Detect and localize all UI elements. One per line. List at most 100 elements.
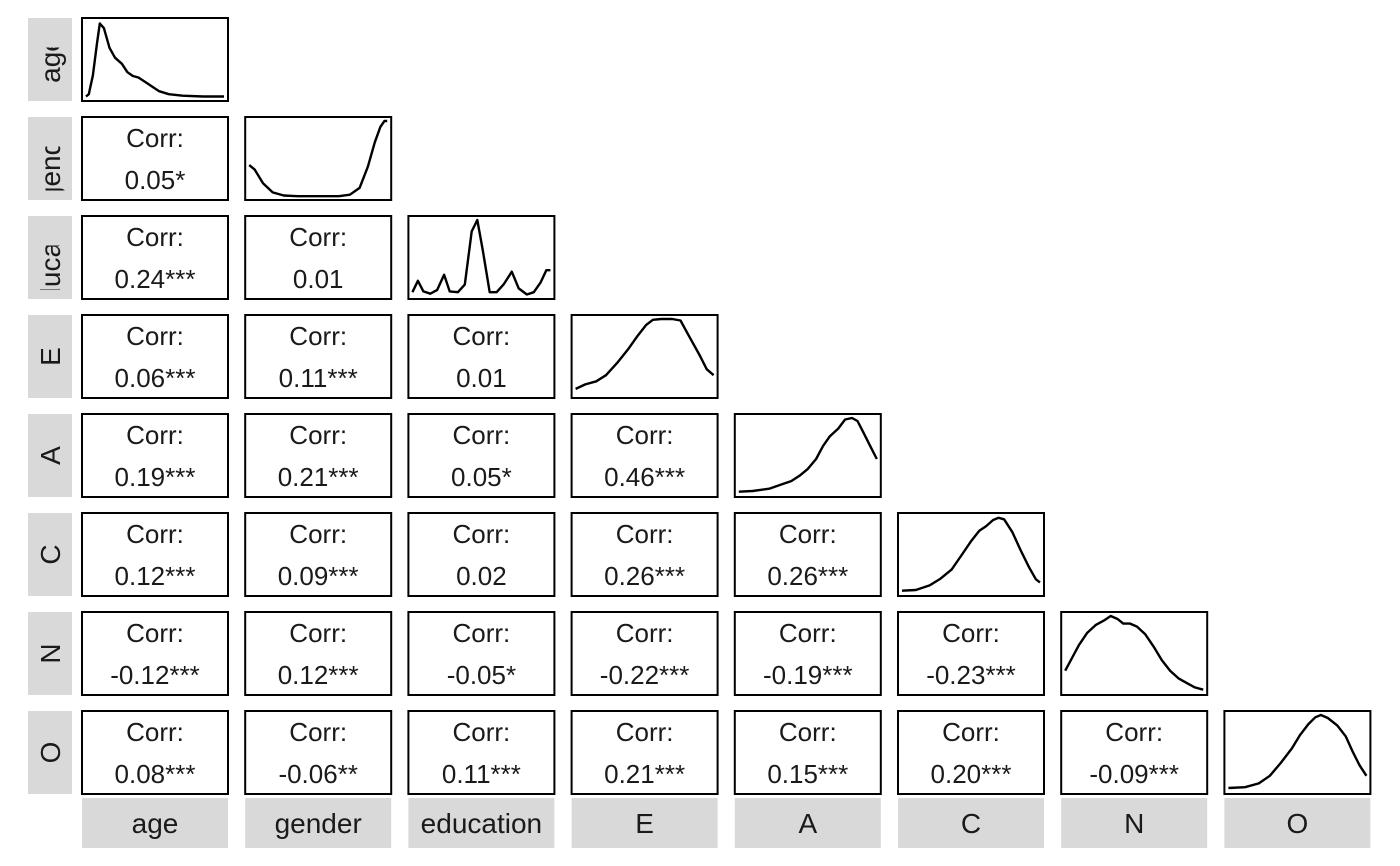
corr-label: Corr: — [289, 222, 347, 252]
density-cell-a — [733, 413, 882, 498]
corr-cell-c-age: Corr: 0.12*** — [81, 512, 229, 597]
corr-label: Corr: — [289, 519, 347, 549]
corr-value: 0.11*** — [442, 759, 521, 789]
row-strip-education: education — [28, 197, 72, 318]
corr-label: Corr: — [942, 717, 1000, 747]
corr-cell-e-age: Corr: 0.06*** — [81, 314, 229, 399]
row-strip-label: O — [35, 742, 66, 764]
corr-cell-c-e: Corr: 0.26*** — [570, 512, 719, 597]
density-cell-o — [1223, 710, 1372, 795]
col-strip-n: N — [1061, 798, 1208, 848]
corr-cell-n-e: Corr: -0.22*** — [570, 611, 719, 696]
density-curve — [85, 22, 224, 98]
corr-cell-c-education: Corr: 0.02 — [407, 512, 556, 597]
corr-cell-n-a: Corr: -0.19*** — [733, 611, 882, 696]
corr-cell-a-gender: Corr: 0.21*** — [244, 413, 393, 498]
corr-cell-education-gender: Corr: 0.01 — [244, 215, 393, 300]
corr-value: -0.05* — [447, 660, 516, 690]
col-strip-label: A — [798, 808, 817, 839]
corr-cell-gender-age: Corr: 0.05* — [81, 116, 229, 201]
col-strip-label: N — [1124, 808, 1144, 839]
row-strip-gender: gender — [28, 117, 72, 200]
density-curve — [1064, 614, 1204, 691]
density-curve — [1228, 713, 1368, 790]
col-strip-label: C — [961, 808, 981, 839]
col-strip-a: A — [734, 798, 881, 848]
corr-cell-o-e: Corr: 0.21*** — [570, 710, 719, 795]
col-strip-label: gender — [275, 808, 362, 839]
corr-label: Corr: — [126, 123, 184, 153]
corr-cell-o-education: Corr: 0.11*** — [407, 710, 556, 795]
corr-value: 0.19*** — [115, 462, 196, 492]
col-strip-label: age — [132, 808, 179, 839]
col-strip-o: O — [1224, 798, 1371, 848]
corr-label: Corr: — [779, 519, 837, 549]
corr-cell-o-age: Corr: 0.08*** — [81, 710, 229, 795]
row-strip-label: E — [35, 347, 66, 366]
row-strip-label: C — [35, 544, 66, 564]
row-strip-label: N — [35, 643, 66, 663]
corr-cell-n-c: Corr: -0.23*** — [897, 611, 1045, 696]
corr-value: 0.08*** — [115, 759, 196, 789]
corr-label: Corr: — [616, 519, 674, 549]
density-curve — [901, 516, 1041, 592]
row-strip-n: N — [28, 612, 72, 695]
density-cell-e — [570, 314, 719, 399]
corr-value: 0.01 — [293, 264, 344, 294]
density-cell-n — [1060, 611, 1209, 696]
corr-label: Corr: — [289, 420, 347, 450]
corr-value: 0.02 — [456, 561, 507, 591]
corr-value: 0.26*** — [604, 561, 685, 591]
row-strip-o: O — [28, 711, 72, 794]
row-strip-label: education — [35, 197, 66, 318]
density-cell-education — [407, 215, 556, 300]
corr-label: Corr: — [616, 618, 674, 648]
corr-label: Corr: — [126, 222, 184, 252]
corr-label: Corr: — [126, 618, 184, 648]
corr-label: Corr: — [616, 420, 674, 450]
corr-cell-education-age: Corr: 0.24*** — [81, 215, 229, 300]
corr-value: -0.12*** — [110, 660, 200, 690]
corr-value: 0.24*** — [115, 264, 196, 294]
corr-value: -0.09*** — [1089, 759, 1179, 789]
corr-cell-c-a: Corr: 0.26*** — [733, 512, 882, 597]
corr-label: Corr: — [453, 420, 511, 450]
col-strip-label: education — [421, 808, 542, 839]
corr-value: -0.23*** — [926, 660, 1016, 690]
corr-cell-o-gender: Corr: -0.06** — [244, 710, 393, 795]
corr-cell-o-c: Corr: 0.20*** — [897, 710, 1045, 795]
corr-label: Corr: — [126, 519, 184, 549]
row-strip-label: A — [35, 446, 66, 465]
corr-label: Corr: — [126, 717, 184, 747]
col-strip-c: C — [898, 798, 1044, 848]
col-strip-education: education — [408, 798, 555, 848]
row-strip-e: E — [28, 315, 72, 398]
corr-value: 0.12*** — [278, 660, 359, 690]
row-strip-a: A — [28, 414, 72, 497]
density-curve — [248, 119, 388, 198]
row-strip-label: age — [35, 36, 66, 83]
corr-cell-n-education: Corr: -0.05* — [407, 611, 556, 696]
col-strip-label: E — [635, 808, 654, 839]
corr-label: Corr: — [616, 717, 674, 747]
density-curve — [411, 218, 551, 296]
corr-label: Corr: — [1105, 717, 1163, 747]
corr-cell-c-gender: Corr: 0.09*** — [244, 512, 393, 597]
col-strip-age: age — [82, 798, 228, 848]
corr-cell-o-a: Corr: 0.15*** — [733, 710, 882, 795]
corr-cell-n-age: Corr: -0.12*** — [81, 611, 229, 696]
corr-value: 0.15*** — [767, 759, 848, 789]
corr-label: Corr: — [126, 420, 184, 450]
row-strip-c: C — [28, 513, 72, 596]
corr-cell-o-n: Corr: -0.09*** — [1060, 710, 1209, 795]
density-curve — [738, 416, 878, 493]
col-strip-e: E — [571, 798, 718, 848]
density-cell-c — [897, 512, 1045, 597]
corr-label: Corr: — [289, 321, 347, 351]
corr-cell-e-education: Corr: 0.01 — [407, 314, 556, 399]
corr-value: -0.19*** — [763, 660, 853, 690]
corr-label: Corr: — [779, 717, 837, 747]
corr-label: Corr: — [289, 618, 347, 648]
corr-value: 0.21*** — [604, 759, 685, 789]
